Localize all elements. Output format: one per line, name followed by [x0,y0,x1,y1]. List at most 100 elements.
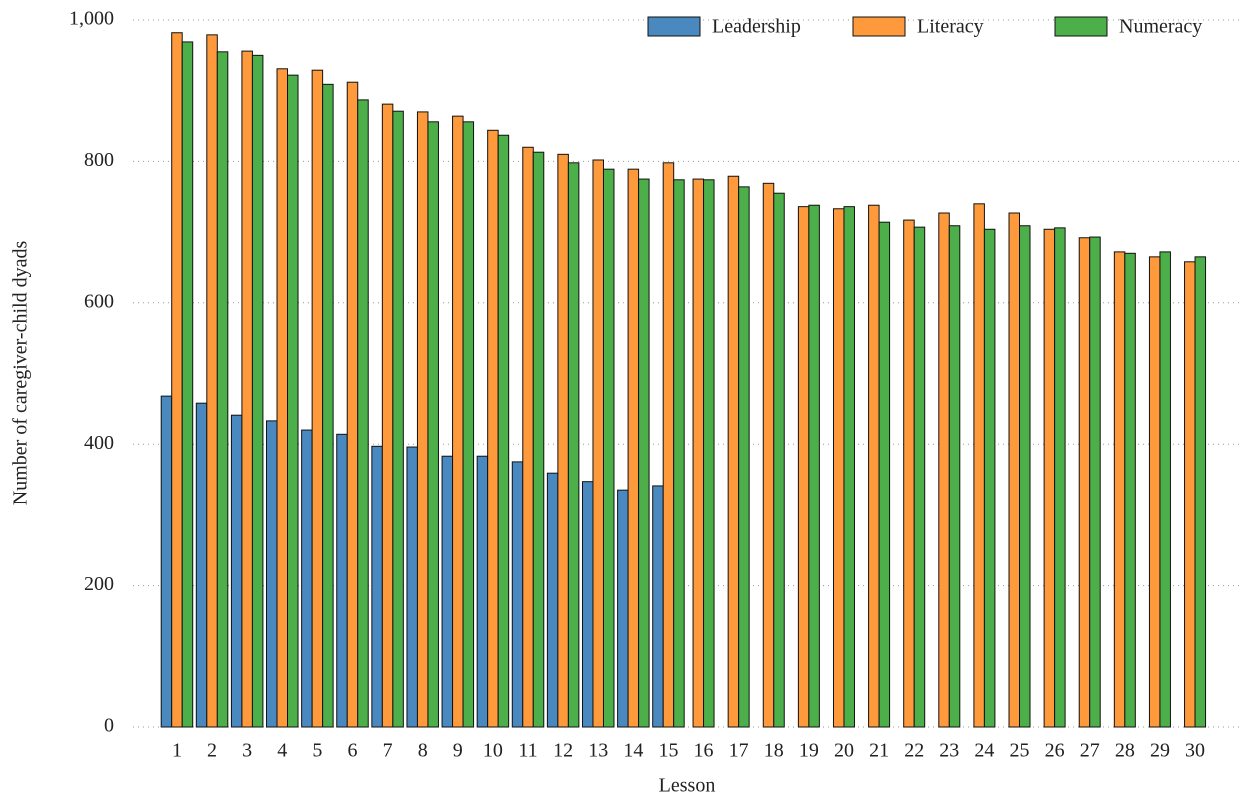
bar [346,81,359,728]
bar [287,74,299,728]
bar [557,153,569,728]
x-tick-label: 9 [453,740,463,762]
bar [1043,228,1056,728]
bar [1113,251,1126,728]
bar [441,455,454,728]
x-tick-label: 18 [764,740,784,762]
bar [427,121,439,728]
bar [487,129,499,728]
x-tick-label: 7 [383,740,393,762]
bar [371,445,383,728]
bar [652,485,664,728]
bar [216,51,229,728]
x-tick-label: 23 [939,740,959,762]
x-tick-label: 13 [588,740,608,762]
bar [673,179,685,728]
bar [241,50,253,728]
y-tick-label: 0 [104,715,114,737]
bar [868,204,880,728]
x-tick-label: 11 [518,740,537,762]
bar [938,212,950,728]
bar [808,204,820,728]
x-tick-label: 30 [1185,740,1205,762]
x-tick-label: 24 [974,740,994,762]
bar [1078,237,1091,728]
bar [230,414,243,728]
legend-label: Numeracy [1119,16,1202,38]
bar [522,146,534,728]
bar [738,186,750,728]
bar [1054,227,1066,728]
bar [311,69,324,728]
bar [773,192,785,728]
legend-swatch [852,16,906,37]
bar [381,103,394,728]
legend-swatch [1054,16,1108,37]
bar [948,225,961,728]
legend-swatch [647,16,701,37]
x-tick-label: 19 [799,740,819,762]
x-tick-label: 1 [172,740,182,762]
y-tick-label: 400 [84,432,114,454]
x-tick-label: 28 [1115,740,1135,762]
bar [357,99,369,728]
y-axis-title: Number of caregiver-child dyads [10,241,32,506]
bar [416,111,429,728]
bar [532,151,545,728]
x-tick-label: 27 [1080,740,1100,762]
bar [181,41,194,728]
y-tick-label: 600 [84,290,114,312]
bar [581,481,594,728]
x-tick-label: 29 [1150,740,1170,762]
x-tick-label: 25 [1010,740,1030,762]
bar [301,429,313,728]
x-tick-label: 10 [483,740,503,762]
bar [266,420,278,728]
x-tick-label: 22 [904,740,924,762]
bar [171,32,183,728]
bar [462,121,475,728]
bar [276,68,289,728]
bar [1148,256,1161,728]
bar [1194,256,1207,728]
bar [832,208,845,728]
x-axis-title: Lesson [659,775,716,797]
bar [1124,252,1136,728]
bar [903,219,915,728]
bar [476,455,489,728]
x-tick-label: 12 [553,740,573,762]
bar [511,461,524,728]
bar [546,472,559,728]
legend-label: Literacy [917,16,984,38]
legend-label: Leadership [712,16,801,38]
bar [727,175,740,728]
y-tick-label: 200 [84,573,114,595]
bar [1089,236,1101,728]
y-tick-label: 1,000 [69,8,114,30]
x-tick-label: 20 [834,740,854,762]
bar [406,446,418,728]
bar [973,203,985,728]
x-tick-label: 15 [658,740,678,762]
bar [983,228,996,728]
x-tick-label: 21 [869,740,889,762]
bar [392,110,404,728]
bar [638,178,650,728]
bar [1184,261,1196,728]
bar [878,221,891,728]
bar [497,134,510,728]
x-tick-label: 5 [312,740,322,762]
bar [617,489,629,728]
x-tick-label: 14 [623,740,643,762]
x-tick-label: 2 [207,740,217,762]
bar [160,395,173,728]
bar [206,34,218,728]
bar [762,182,775,728]
bar [1019,225,1031,728]
bar [1008,212,1021,728]
x-tick-label: 4 [277,740,287,762]
bar [1159,251,1171,728]
bar [592,159,604,728]
x-tick-label: 16 [694,740,714,762]
